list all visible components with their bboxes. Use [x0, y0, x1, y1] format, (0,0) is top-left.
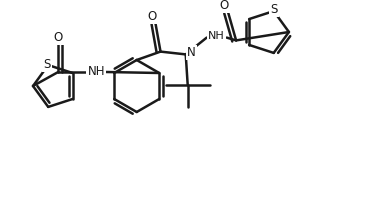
Text: O: O — [53, 31, 63, 43]
Text: NH: NH — [208, 31, 225, 41]
Text: N: N — [187, 46, 196, 59]
Text: NH: NH — [88, 64, 105, 77]
Text: O: O — [220, 0, 229, 12]
Text: O: O — [147, 10, 156, 23]
Text: S: S — [44, 58, 51, 71]
Text: S: S — [270, 3, 277, 16]
